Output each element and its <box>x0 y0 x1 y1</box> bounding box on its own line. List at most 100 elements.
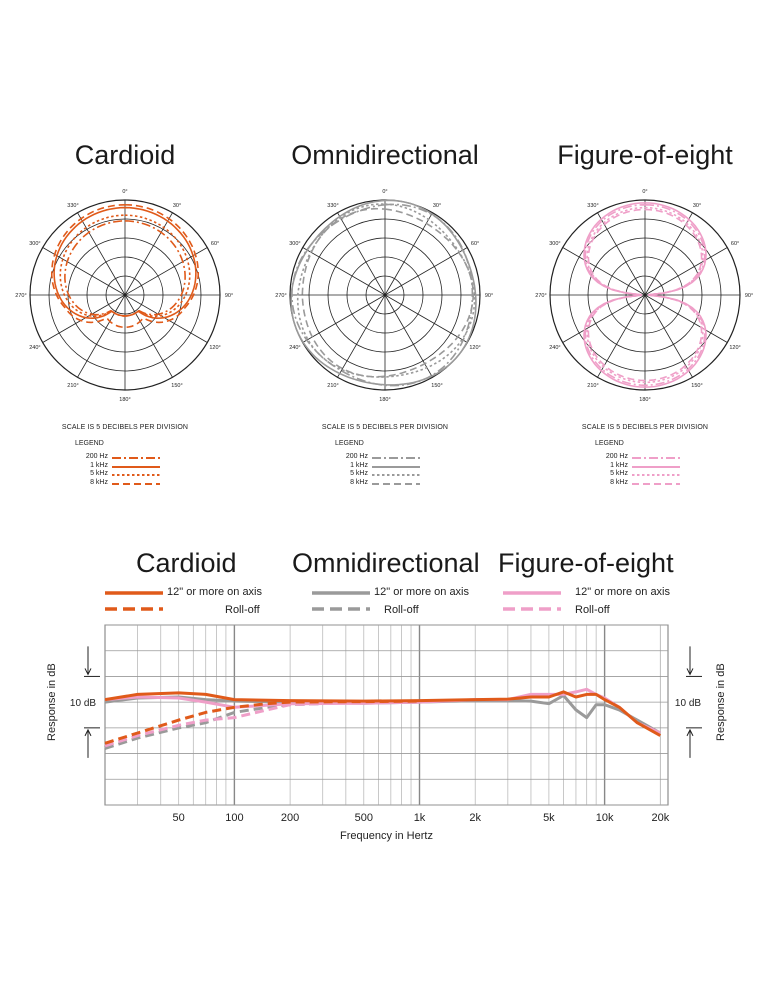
scale-label: 10 dB <box>675 698 701 709</box>
polar-angle-label: 330° <box>327 203 338 209</box>
legend-swatch <box>372 457 420 459</box>
polar-curve-5-khz <box>296 203 476 378</box>
polar-curve-1-khz <box>53 206 197 320</box>
polar-angle-label: 120° <box>729 345 740 351</box>
polar-curve-200-hz <box>584 203 706 387</box>
x-tick-label: 10k <box>596 812 614 824</box>
legend-row: 8 kHz <box>580 479 690 488</box>
legend-swatch <box>372 482 420 485</box>
polar-plot-figure-of-eight: 0° 30° 60° 90° 120° 150° 180° 210° 240° 270° 300° 3… <box>535 189 753 403</box>
legend-label: 1 kHz <box>610 461 628 469</box>
legend-swatch <box>112 457 160 459</box>
legend-title: LEGEND <box>75 440 104 447</box>
legend-rolloff-label: Roll-off <box>384 604 419 616</box>
legend-row: 200 Hz <box>320 453 430 462</box>
polar-grid-spoke <box>302 294 386 343</box>
legend-swatch <box>632 457 680 459</box>
polar-grid-spoke <box>644 294 693 378</box>
polar-angle-label: 300° <box>29 241 40 247</box>
legend-title: LEGEND <box>335 440 364 447</box>
fr-title-figure-of-eight: Figure-of-eight <box>498 548 674 578</box>
polar-angle-label: 180° <box>119 397 130 403</box>
fr-legend-swatches <box>312 591 370 611</box>
legend-swatch <box>632 482 680 485</box>
x-tick-label: 5k <box>543 812 555 824</box>
polar-grid-spoke <box>384 247 468 296</box>
y-axis-label: Response in dB <box>46 663 58 741</box>
polar-angle-label: 30° <box>173 203 181 209</box>
x-tick-label: 20k <box>651 812 669 824</box>
polar-grid-spoke <box>562 294 646 343</box>
polar-angle-label: 240° <box>549 345 560 351</box>
legend-row: 1 kHz <box>60 462 170 471</box>
x-tick-label: 100 <box>225 812 243 824</box>
polar-grid-spoke <box>597 294 646 378</box>
arrow-head <box>84 728 92 737</box>
polar-angle-label: 0° <box>382 189 387 195</box>
fr-title-omnidirectional: Omnidirectional <box>292 548 480 578</box>
legend-swatch <box>112 474 160 476</box>
polar-curve-8-khz <box>587 208 703 382</box>
x-tick-label: 500 <box>355 812 373 824</box>
legend-title: LEGEND <box>595 440 624 447</box>
legend-row: 8 kHz <box>60 479 170 488</box>
legend-swatch <box>112 465 160 468</box>
polar-grid-spoke <box>644 294 728 343</box>
legend-label: 5 kHz <box>350 470 368 477</box>
polar-angle-label: 270° <box>275 293 286 299</box>
scale-note: SCALE IS 5 DECIBELS PER DIVISION <box>61 424 189 431</box>
polar-angle-label: 270° <box>15 293 26 299</box>
legend-label: 8 kHz <box>90 478 108 486</box>
polar-grid-spoke <box>562 247 646 296</box>
x-tick-label: 1k <box>414 812 426 824</box>
legend-label: 5 kHz <box>610 470 628 477</box>
polar-grid-spoke <box>644 212 693 296</box>
polar-angle-label: 60° <box>731 241 739 247</box>
legend-row: 8 kHz <box>320 479 430 488</box>
legend-rolloff-label: Roll-off <box>575 604 610 616</box>
polar-angle-label: 120° <box>209 345 220 351</box>
polar-curve-1-khz <box>290 199 477 386</box>
polar-angle-label: 120° <box>469 345 480 351</box>
polar-grid-spoke <box>337 212 386 296</box>
legend-label: 200 Hz <box>85 453 108 460</box>
polar-angle-label: 90° <box>745 293 753 299</box>
legend-label: 1 kHz <box>90 461 108 469</box>
polar-angle-label: 150° <box>691 383 702 389</box>
legend-label: 200 Hz <box>605 453 628 460</box>
polar-angle-label: 60° <box>471 241 479 247</box>
legend-swatch <box>632 465 680 468</box>
polar-angle-label: 210° <box>327 383 338 389</box>
polar-angle-label: 270° <box>535 293 546 299</box>
polar-angle-label: 240° <box>29 345 40 351</box>
fr-legend-swatches <box>503 591 561 611</box>
legend-swatch <box>372 465 420 468</box>
polar-angle-label: 60° <box>211 241 219 247</box>
polar-angle-label: 330° <box>587 203 598 209</box>
legend-row: 200 Hz <box>580 453 690 462</box>
polar-grid-spoke <box>644 247 728 296</box>
polar-curve-5-khz <box>59 214 191 318</box>
legend-label: 200 Hz <box>345 453 368 460</box>
polar-grid-spoke <box>384 212 433 296</box>
polar-angle-label: 90° <box>225 293 233 299</box>
polar-angle-label: 30° <box>693 203 701 209</box>
fr-legend-omnidirectional: 12" or more on axis Roll-off <box>312 586 482 620</box>
polar-angle-label: 210° <box>587 383 598 389</box>
legend-row: 1 kHz <box>320 462 430 471</box>
series-line-cardioid-roll-off <box>104 699 420 745</box>
scale-note: SCALE IS 5 DECIBELS PER DIVISION <box>321 424 449 431</box>
fr-legend-cardioid: 12" or more on axis Roll-off <box>105 586 275 620</box>
polar-title: Figure-of-eight <box>557 140 733 170</box>
polar-angle-label: 180° <box>639 397 650 403</box>
y-axis-label: Response in dB <box>715 663 727 741</box>
legend-row: 200 Hz <box>60 453 170 462</box>
legend-row: 5 kHz <box>60 470 170 479</box>
polar-angle-label: 30° <box>433 203 441 209</box>
polar-curve-5-khz <box>586 206 704 384</box>
x-axis-label: Frequency in Hertz <box>340 830 433 842</box>
polar-angle-label: 300° <box>549 241 560 247</box>
polar-grid-spoke <box>337 294 386 378</box>
scale-note: SCALE IS 5 DECIBELS PER DIVISION <box>581 424 709 431</box>
arrow-head <box>686 728 694 737</box>
